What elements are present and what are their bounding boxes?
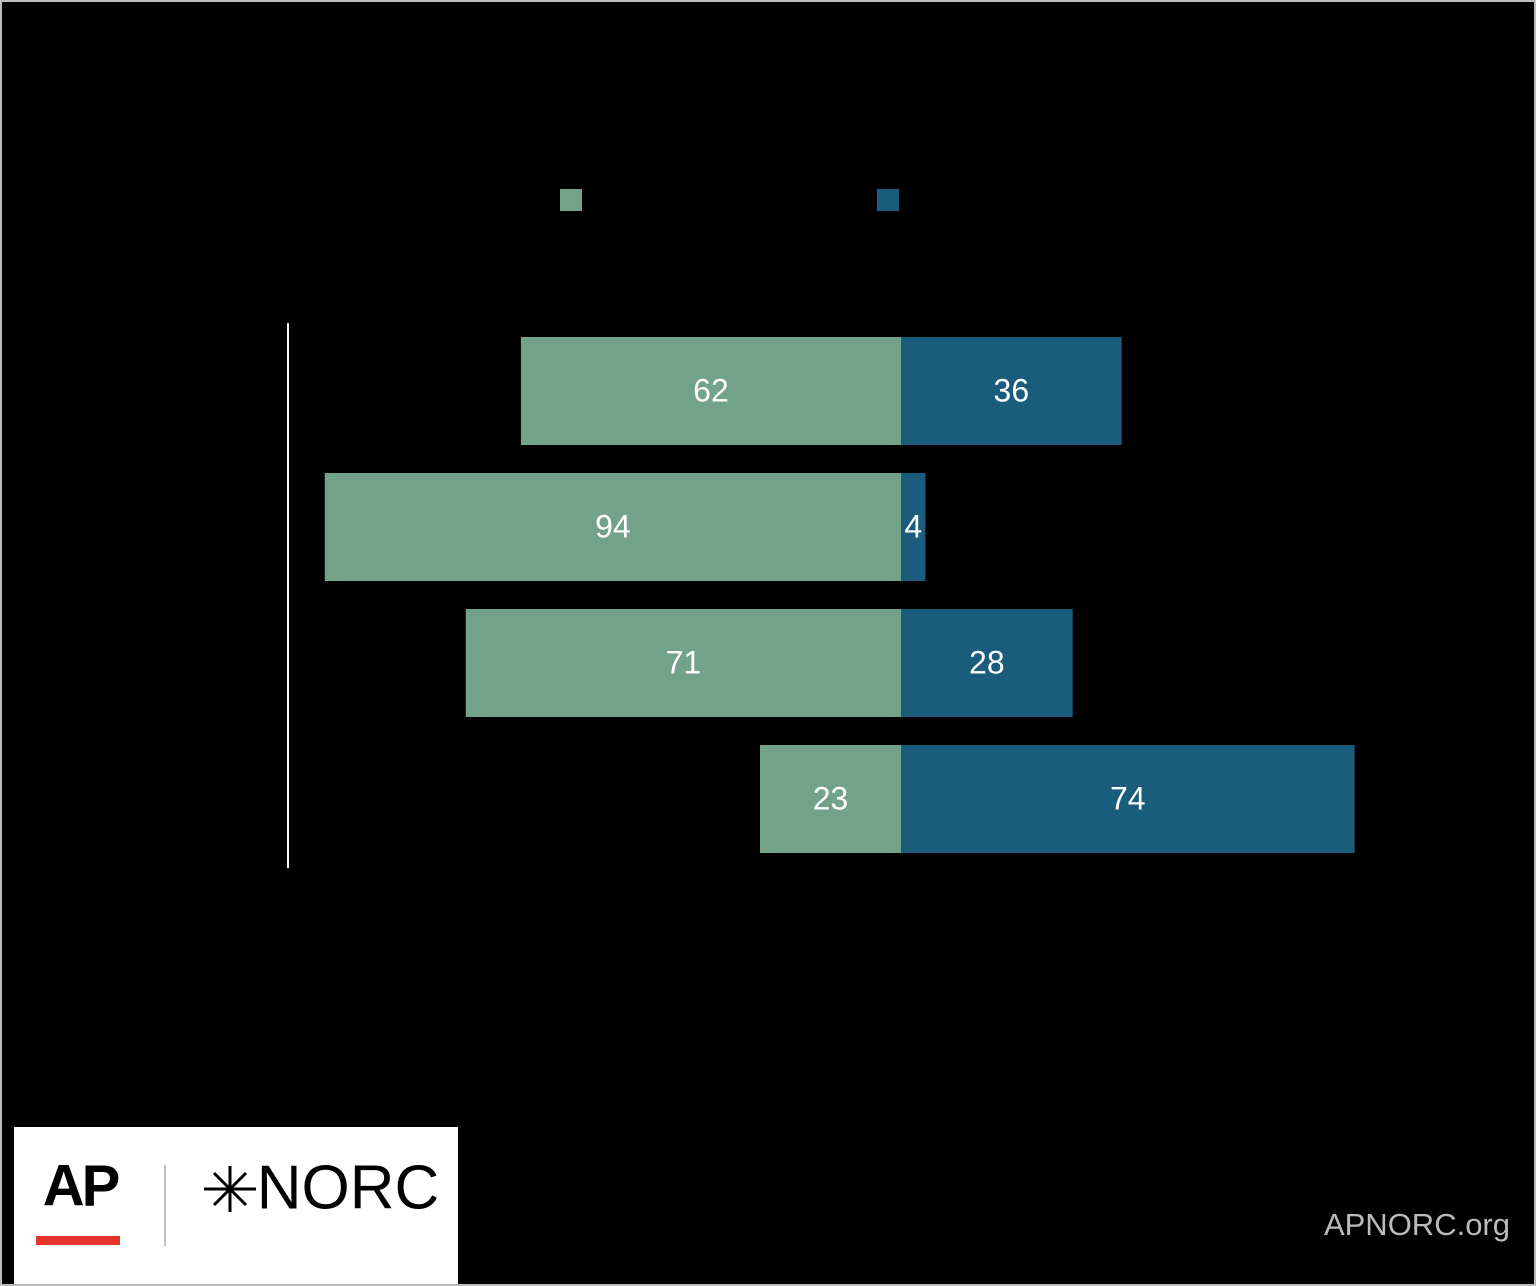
value-label: 62 xyxy=(693,372,729,408)
value-label: 71 xyxy=(666,644,702,680)
value-label: 36 xyxy=(994,372,1030,408)
bar xyxy=(901,609,1073,717)
logo-underline xyxy=(36,1236,120,1245)
value-label: 94 xyxy=(595,508,631,544)
value-label: 23 xyxy=(813,780,849,816)
value-label: 4 xyxy=(904,508,922,544)
bar xyxy=(901,745,1355,853)
source: APNORC.org xyxy=(1324,1207,1510,1242)
logo-ap: AP xyxy=(43,1153,119,1218)
bar xyxy=(901,473,926,581)
bar xyxy=(465,609,901,717)
legend-swatch xyxy=(877,189,899,211)
value-label: 28 xyxy=(969,644,1005,680)
value-label: 74 xyxy=(1110,780,1146,816)
bar xyxy=(901,337,1122,445)
bar xyxy=(324,473,901,581)
logo-star xyxy=(204,1166,256,1212)
logo-box xyxy=(14,1127,458,1284)
bar xyxy=(760,745,901,853)
logo-norc: NORC xyxy=(257,1153,440,1222)
bar xyxy=(520,337,901,445)
legend-swatch xyxy=(560,189,582,211)
